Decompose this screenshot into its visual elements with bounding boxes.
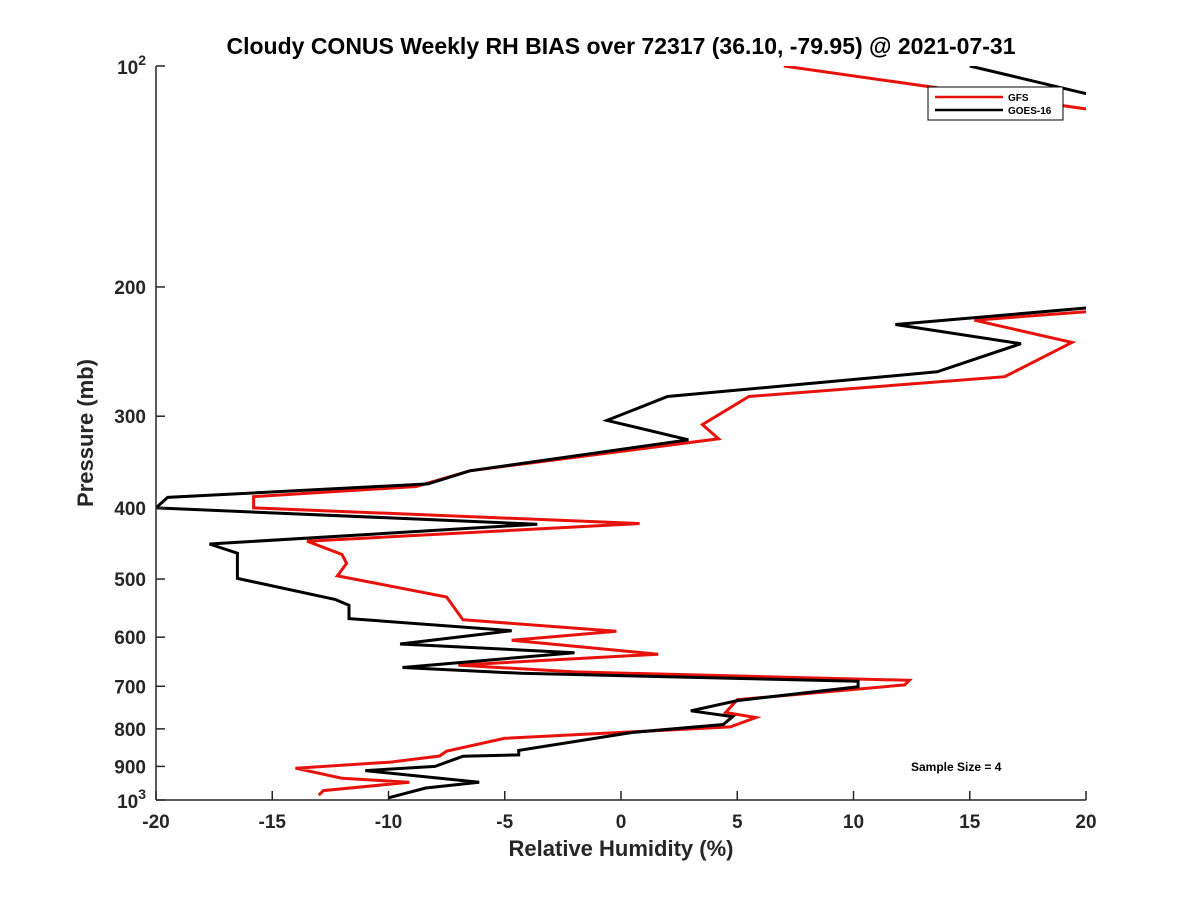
plot-area: -20 -15 -10 -5 0 5 10 15 20 102 200 300 400 500 600 700…: [114, 52, 1096, 833]
y-tick-label: 900: [114, 757, 146, 778]
x-tick-label: 20: [1075, 812, 1096, 833]
y-tick-label: 800: [114, 720, 146, 741]
x-tick-label: -15: [259, 812, 287, 833]
y-tick-label: 400: [114, 499, 146, 520]
y-tick-label: 600: [114, 628, 146, 649]
legend-box: [927, 86, 1064, 121]
y-tick-label: 102: [117, 52, 146, 79]
y-tick-label: 103: [117, 786, 146, 813]
legend: GFS GOES-16: [927, 86, 1064, 121]
y-tick-label: 300: [114, 407, 146, 428]
legend-label-goes16: GOES-16: [1008, 106, 1052, 117]
legend-label-gfs: GFS: [1008, 93, 1029, 104]
y-tick-label: 200: [114, 278, 146, 299]
x-tick-label: -5: [496, 812, 513, 833]
series-line-gfs: [252, 66, 1086, 797]
chart-title: Cloudy CONUS Weekly RH BIAS over 72317 (…: [226, 33, 1015, 59]
x-tick-label: 15: [959, 812, 981, 833]
y-tick-label: 700: [114, 677, 146, 698]
sample-size-annotation: Sample Size = 4: [911, 760, 1002, 774]
series-line-goes16: [156, 66, 1086, 800]
y-axis-label: Pressure (mb): [73, 359, 98, 507]
x-axis-label: Relative Humidity (%): [509, 836, 734, 861]
x-tick-label: 0: [616, 812, 627, 833]
x-tick-label: -10: [375, 812, 402, 833]
x-tick-label: 5: [732, 812, 743, 833]
y-tick-label: 500: [114, 570, 146, 591]
x-tick-label: 10: [843, 812, 864, 833]
x-tick-label: -20: [142, 812, 169, 833]
